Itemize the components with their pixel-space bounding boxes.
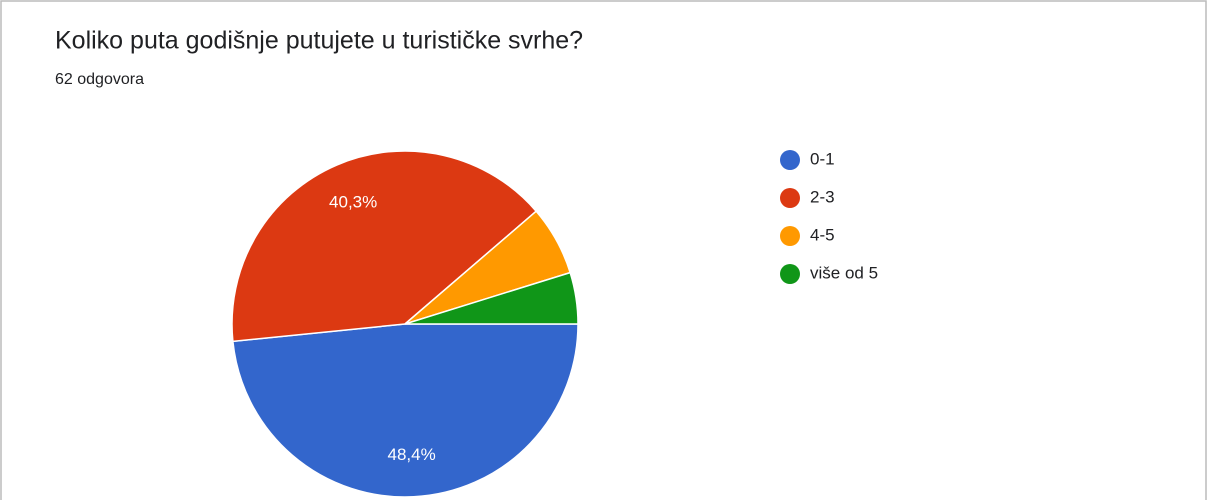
legend-label: 2-3 xyxy=(810,187,835,206)
legend-label: 4-5 xyxy=(810,225,835,244)
chart-title: Koliko puta godišnje putujete u turistič… xyxy=(55,27,583,55)
legend-label: više od 5 xyxy=(810,263,878,282)
legend-swatch xyxy=(780,150,800,170)
legend-label: 0-1 xyxy=(810,149,835,168)
pie-slice xyxy=(231,150,538,343)
data-label: 48,4% xyxy=(388,445,436,464)
data-label: 40,3% xyxy=(329,193,377,212)
chart-subtitle: 62 odgovora xyxy=(55,71,144,88)
legend-swatch xyxy=(780,188,800,208)
legend-swatch xyxy=(780,264,800,284)
legend-swatch xyxy=(780,226,800,246)
pie-slice xyxy=(232,323,579,498)
pie-slice xyxy=(404,271,579,325)
